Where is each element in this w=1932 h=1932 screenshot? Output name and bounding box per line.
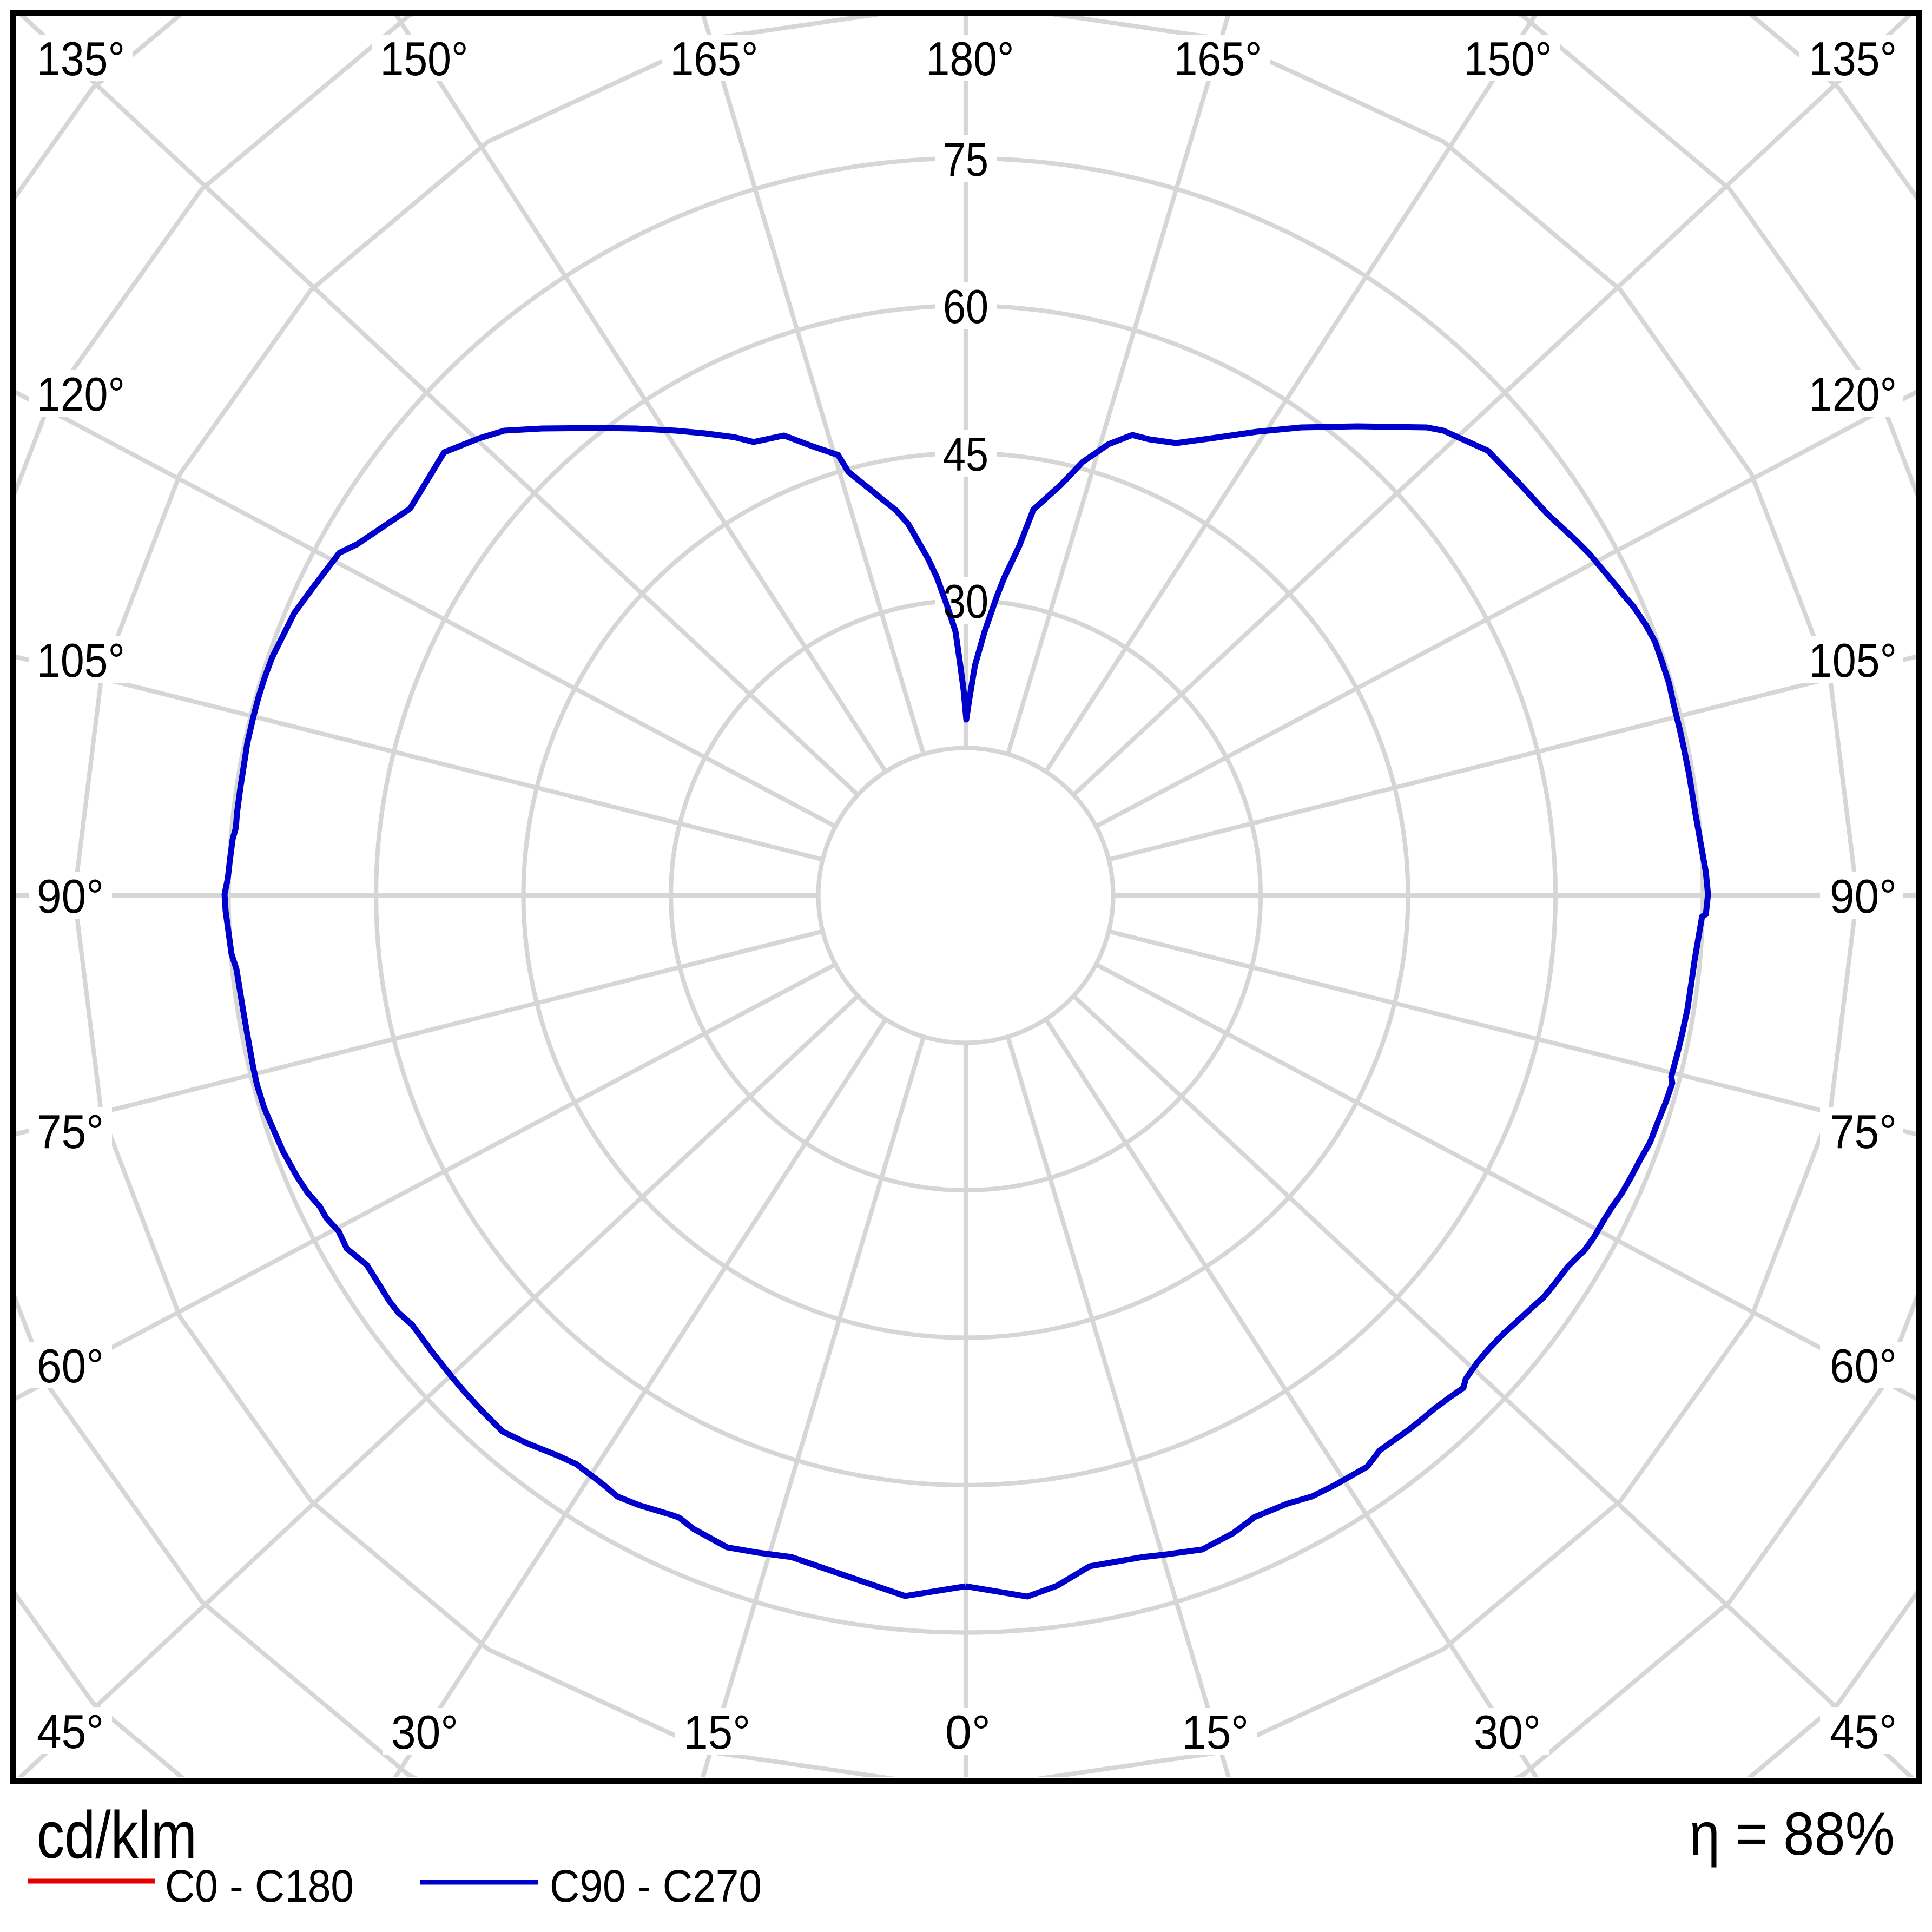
svg-text:90°: 90° [37, 869, 104, 923]
svg-text:30°: 30° [1474, 1705, 1541, 1759]
svg-text:60: 60 [943, 280, 988, 333]
svg-text:105°: 105° [1809, 634, 1897, 687]
svg-text:45: 45 [943, 427, 988, 481]
svg-text:15°: 15° [683, 1705, 750, 1759]
svg-text:15°: 15° [1182, 1705, 1249, 1759]
svg-text:75: 75 [943, 133, 988, 186]
svg-text:60°: 60° [1830, 1339, 1897, 1393]
svg-text:75°: 75° [1830, 1105, 1897, 1158]
svg-text:η = 88%: η = 88% [1689, 1800, 1895, 1868]
svg-text:0°: 0° [945, 1705, 991, 1759]
svg-text:90°: 90° [1830, 869, 1897, 923]
svg-text:135°: 135° [37, 32, 125, 85]
svg-text:30°: 30° [391, 1705, 458, 1759]
svg-text:105°: 105° [37, 634, 125, 687]
svg-text:60°: 60° [37, 1339, 104, 1393]
svg-text:150°: 150° [1464, 32, 1552, 85]
svg-text:165°: 165° [1174, 32, 1262, 85]
svg-text:cd/klm: cd/klm [37, 1798, 197, 1872]
svg-text:45°: 45° [37, 1705, 104, 1758]
svg-text:45°: 45° [1830, 1705, 1897, 1758]
svg-text:180°: 180° [926, 32, 1014, 85]
svg-text:120°: 120° [37, 367, 125, 421]
svg-text:30: 30 [943, 575, 988, 628]
svg-text:75°: 75° [37, 1105, 104, 1158]
svg-text:135°: 135° [1809, 32, 1897, 85]
svg-text:165°: 165° [670, 32, 759, 85]
svg-text:150°: 150° [380, 32, 469, 85]
svg-text:C90 - C270: C90 - C270 [550, 1861, 762, 1911]
svg-text:C0 - C180: C0 - C180 [165, 1861, 354, 1911]
svg-text:120°: 120° [1809, 367, 1897, 421]
